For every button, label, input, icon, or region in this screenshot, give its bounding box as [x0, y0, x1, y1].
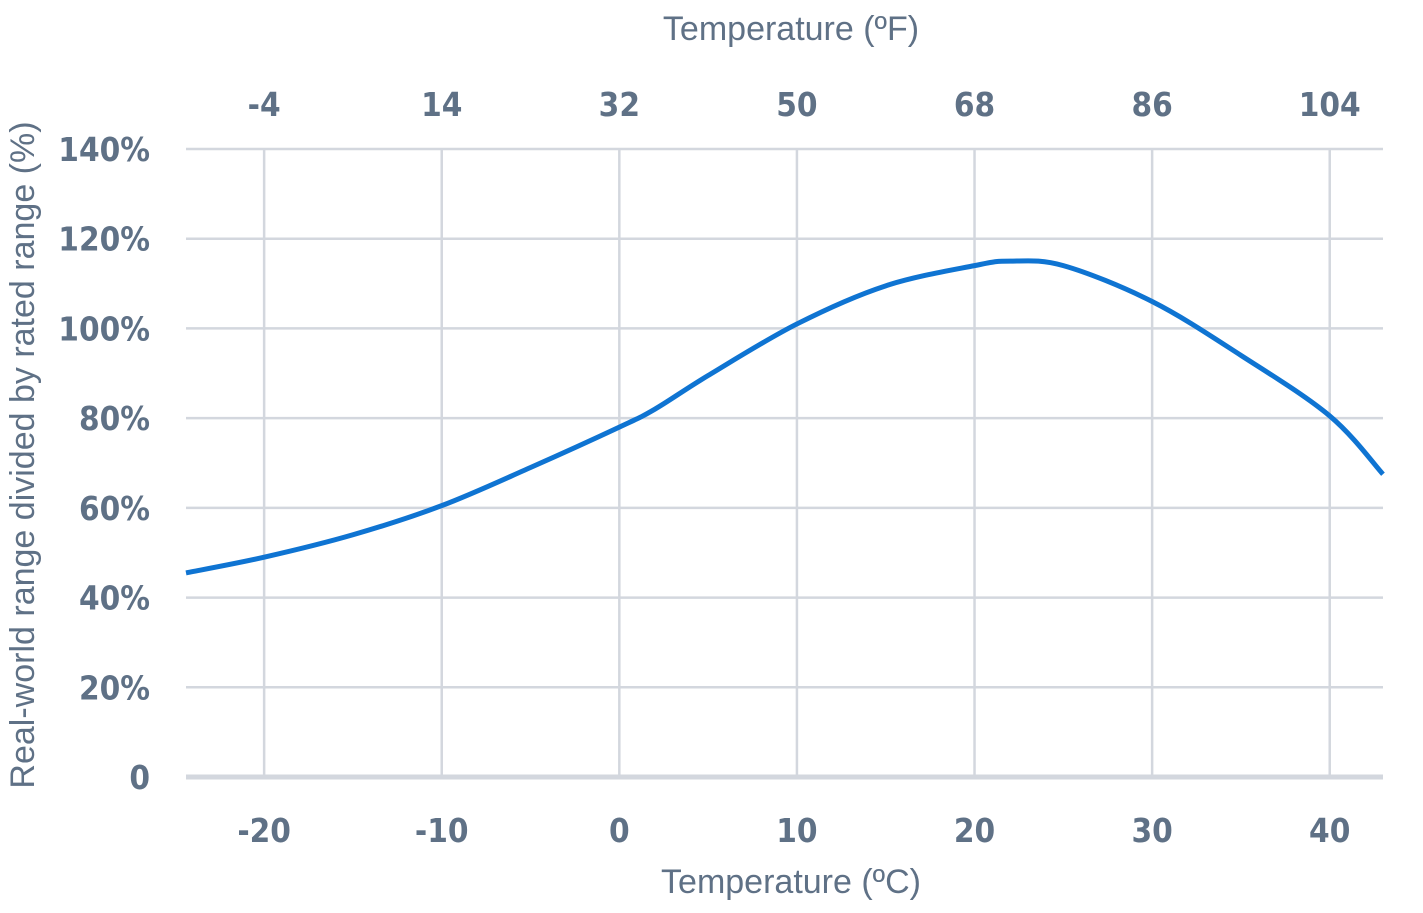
x-axis-ticks: -20 -10 0 10 20 30 40 — [237, 811, 1350, 850]
x2-tick-label: -4 — [248, 85, 281, 124]
y-axis-title: Real-world range divided by rated range … — [4, 121, 42, 788]
x-axis-title: Temperature (ºC) — [661, 863, 921, 901]
x-tick-label: -10 — [415, 811, 469, 850]
x-tick-label: 10 — [776, 811, 817, 850]
series-line — [185, 258, 1385, 576]
y-tick-label: 40% — [79, 579, 150, 618]
x2-tick-label: 104 — [1299, 85, 1361, 124]
x-tick-label: 30 — [1131, 811, 1172, 850]
y-axis-ticks: 0 20% 40% 60% 80% 100% 120% 140% — [58, 130, 150, 797]
x2-tick-label: 14 — [421, 85, 462, 124]
x-tick-label: 20 — [954, 811, 995, 850]
y-tick-label: 0 — [129, 758, 150, 797]
y-tick-label: 140% — [58, 130, 150, 169]
x-tick-label: -20 — [237, 811, 291, 850]
x2-tick-label: 50 — [776, 85, 817, 124]
y-tick-label: 100% — [58, 309, 150, 348]
y-tick-label: 60% — [79, 489, 150, 528]
x2-axis-ticks: -4 14 32 50 68 86 104 — [248, 85, 1361, 124]
x-tick-label: 40 — [1309, 811, 1350, 850]
grid — [186, 147, 1383, 780]
series-layer — [185, 258, 1385, 576]
x2-axis-title: Temperature (ºF) — [663, 10, 919, 48]
y-tick-label: 20% — [79, 668, 150, 707]
x-tick-label: 0 — [609, 811, 630, 850]
y-tick-label: 80% — [79, 399, 150, 438]
x2-tick-label: 86 — [1131, 85, 1172, 124]
x2-tick-label: 32 — [599, 85, 640, 124]
y-tick-label: 120% — [58, 220, 150, 259]
x2-tick-label: 68 — [954, 85, 995, 124]
